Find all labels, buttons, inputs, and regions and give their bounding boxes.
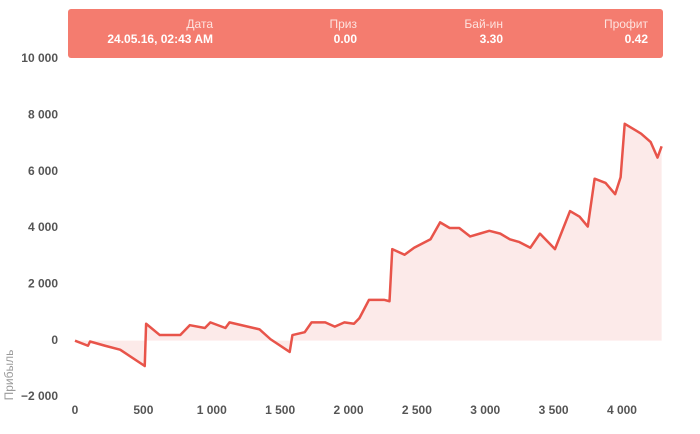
x-tick-label: 4 000 (607, 403, 637, 417)
y-axis-label: Прибыль (2, 350, 16, 401)
x-tick-label: 1 500 (265, 403, 295, 417)
y-tick-label: 4 000 (28, 220, 58, 234)
tooltip-value: 24.05.16, 02:43 AM (107, 32, 213, 46)
x-tick-label: 3 000 (470, 403, 500, 417)
y-tick-label: 8 000 (28, 108, 58, 122)
tooltip (68, 9, 663, 58)
y-tick-label: −2 000 (21, 389, 58, 403)
y-tick-label: 6 000 (28, 164, 58, 178)
tooltip-value: 0.00 (334, 32, 358, 46)
area (75, 123, 662, 367)
tooltip-header: Дата (186, 17, 213, 31)
x-tick-label: 500 (133, 403, 153, 417)
x-tick-label: 0 (72, 403, 79, 417)
x-tick-label: 1 000 (197, 403, 227, 417)
tooltip-value: 3.30 (480, 32, 504, 46)
x-tick-label: 3 500 (539, 403, 569, 417)
x-tick-label: 2 000 (333, 403, 363, 417)
x-tick-label: 2 500 (402, 403, 432, 417)
tooltip-header: Бай-ин (464, 17, 503, 31)
y-tick-label: 0 (51, 333, 58, 347)
tooltip-header: Приз (329, 17, 357, 31)
y-tick-label: 10 000 (21, 51, 58, 65)
tooltip-value: 0.42 (625, 32, 649, 46)
line (74, 122, 663, 368)
y-tick-label: 2 000 (28, 277, 58, 291)
tooltip-header: Профит (604, 17, 649, 31)
